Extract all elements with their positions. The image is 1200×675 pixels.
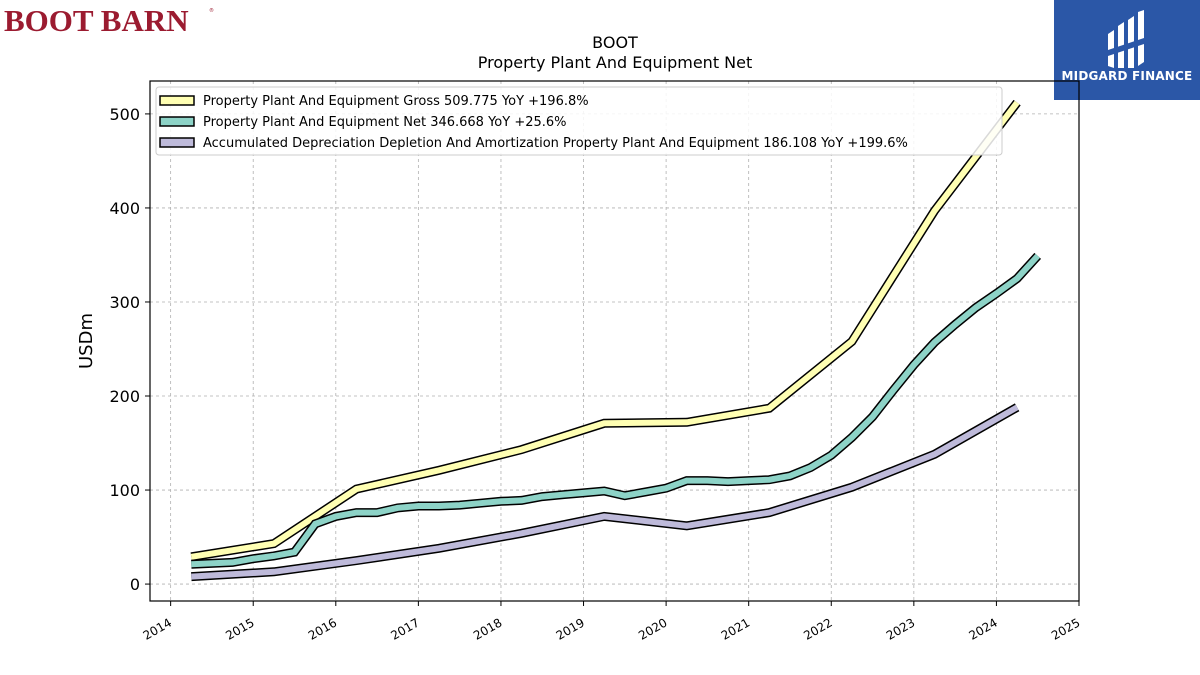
- legend-swatch-1: [159, 95, 195, 106]
- legend-entry-2: Property Plant And Equipment Net 346.668…: [203, 115, 567, 130]
- series-lines: [190, 99, 1042, 582]
- y-tick-label: 400: [109, 199, 140, 218]
- plot-frame: [149, 80, 1080, 602]
- x-tick-label: 2020: [636, 615, 669, 642]
- x-tick-label: 2015: [223, 615, 256, 642]
- x-axis-ticks: 2014 2015 2016 2017 2018 2019 2020 2021 2022 2023…: [141, 601, 1083, 643]
- boot-barn-logo: BOOT BARN ®: [4, 2, 219, 42]
- midgard-emblem-icon: [1108, 10, 1144, 68]
- x-tick-label: 2018: [471, 615, 504, 642]
- x-tick-label: 2021: [719, 615, 752, 642]
- y-tick-label: 100: [109, 481, 140, 500]
- series-line-2: [191, 253, 1040, 568]
- boot-barn-logo-text: BOOT BARN: [4, 3, 189, 38]
- x-tick-label: 2024: [966, 615, 999, 642]
- y-tick-label: 300: [109, 293, 140, 312]
- series-line-3: [191, 404, 1019, 580]
- y-axis-label: USDm: [76, 313, 97, 369]
- x-tick-label: 2022: [801, 615, 834, 642]
- x-tick-label: 2014: [141, 615, 174, 642]
- legend-swatch-3: [159, 137, 195, 148]
- y-tick-label: 0: [130, 575, 140, 594]
- registered-mark-icon: ®: [209, 7, 214, 14]
- y-axis-ticks: 0 100 200 300 400 500: [109, 105, 150, 594]
- x-tick-label: 2019: [554, 615, 587, 642]
- boot-barn-logo-mark: BOOT BARN ®: [4, 3, 214, 38]
- legend-entry-1: Property Plant And Equipment Gross 509.7…: [203, 94, 589, 109]
- y-tick-label: 500: [109, 105, 140, 124]
- midgard-finance-logo: MIDGARD FINANCE: [1054, 0, 1200, 100]
- x-tick-label: 2016: [306, 615, 339, 642]
- legend-box: [155, 86, 1003, 156]
- legend-entry-3: Accumulated Depreciation Depletion And A…: [203, 136, 908, 151]
- series-line-1: [190, 100, 1020, 560]
- legend-swatch-2: [159, 116, 195, 127]
- midgard-finance-text: MIDGARD FINANCE: [1061, 69, 1193, 83]
- x-tick-label: 2023: [884, 615, 917, 642]
- grid-lines: [150, 81, 1080, 601]
- chart-subtitle: Property Plant And Equipment Net: [478, 53, 753, 72]
- y-tick-label: 200: [109, 387, 140, 406]
- x-tick-label: 2017: [388, 615, 421, 642]
- chart-title: BOOT: [592, 33, 638, 52]
- x-tick-label: 2025: [1049, 615, 1082, 642]
- legend: Property Plant And Equipment Gross 509.7…: [155, 86, 1003, 156]
